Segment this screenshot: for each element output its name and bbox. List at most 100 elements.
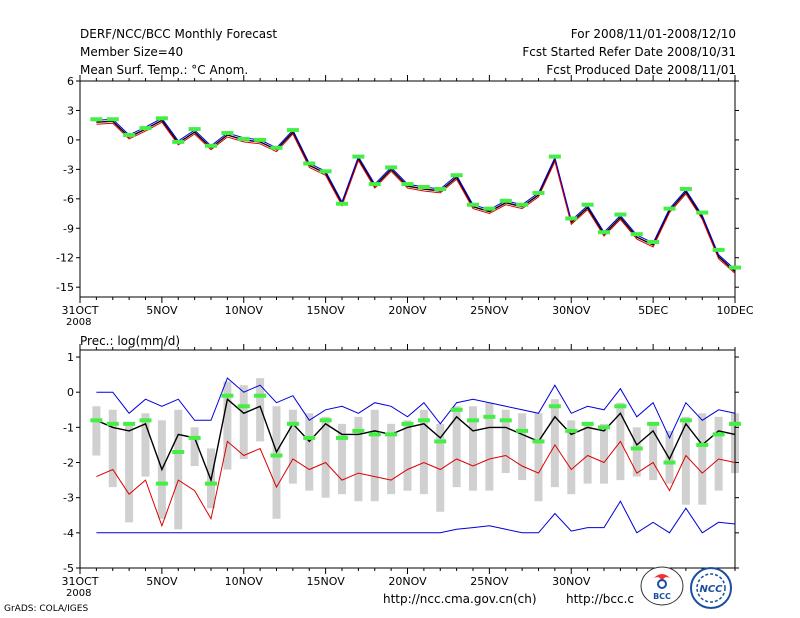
y-tick-label: 0 [67, 134, 74, 147]
x-tick-label: 31OCT [61, 304, 98, 317]
observed-marker [237, 404, 250, 409]
x-tick-label: 30NOV [552, 575, 591, 588]
observed-marker [417, 418, 430, 423]
observed-marker [270, 145, 283, 150]
observed-marker [139, 418, 152, 423]
observed-marker [352, 428, 365, 433]
observed-marker [532, 439, 545, 444]
observed-marker [516, 428, 529, 433]
observed-marker [614, 212, 627, 217]
spread-box [354, 416, 363, 502]
observed-marker [729, 421, 741, 426]
observed-marker [254, 393, 267, 398]
spread-box [338, 423, 346, 495]
y-tick-label: -2 [63, 457, 74, 470]
observed-marker [155, 116, 168, 121]
spread-box [567, 420, 576, 495]
observed-marker [286, 421, 299, 426]
observed-marker [172, 139, 185, 144]
observed-marker [368, 182, 381, 187]
bcc-url-link[interactable]: http://bcc.c [566, 592, 634, 606]
spread-box [108, 409, 117, 488]
observed-marker [532, 190, 545, 195]
observed-marker [286, 128, 299, 133]
observed-marker [123, 421, 136, 426]
observed-marker [434, 187, 447, 191]
spread-box [272, 406, 281, 519]
observed-marker [303, 435, 316, 440]
observed-marker [467, 202, 479, 207]
header-left: DERF/NCC/BCC Monthly Forecast Member Siz… [80, 25, 277, 79]
observed-marker [483, 414, 496, 419]
observed-marker [401, 182, 414, 187]
series-line-min [96, 500, 736, 534]
series-line-ensemble-mean [96, 397, 736, 483]
variable-label: Mean Surf. Temp.: °C Anom. [80, 63, 249, 77]
observed-marker [401, 421, 414, 426]
y-tick-label: -15 [56, 281, 74, 294]
ncc-logo-icon: NCC [690, 567, 732, 609]
observed-marker [598, 230, 610, 235]
observed-marker [663, 460, 676, 465]
observed-marker [712, 432, 725, 437]
x-tick-label: 5DEC [638, 304, 668, 317]
x-tick-label: 15NOV [307, 575, 346, 588]
observed-marker [712, 247, 725, 252]
observed-marker [385, 432, 398, 437]
observed-marker [450, 407, 463, 412]
spread-box [698, 413, 707, 505]
observed-marker [565, 216, 578, 221]
spread-box [550, 399, 559, 488]
spread-box [452, 406, 461, 488]
series-line-upper [96, 117, 736, 270]
spread-box [501, 409, 510, 474]
spread-box [518, 413, 527, 481]
series-line-ensemble-mean [96, 119, 736, 273]
observed-marker [483, 206, 496, 211]
spread-box [223, 381, 232, 470]
observed-marker [663, 206, 676, 211]
observed-marker [647, 240, 660, 245]
x-tick-label: 10DEC [716, 304, 753, 317]
series-line-lower [96, 121, 736, 274]
observed-marker [155, 481, 168, 486]
observed-marker [237, 136, 250, 141]
spread-box [321, 416, 330, 498]
series-line-lower [96, 440, 736, 528]
x-tick-label: 25NOV [470, 304, 509, 317]
observed-marker [630, 446, 643, 451]
observed-marker [188, 435, 201, 440]
observed-marker [729, 265, 741, 270]
spread-box [419, 409, 428, 495]
observed-marker [90, 117, 103, 122]
observed-marker [516, 202, 529, 207]
observed-marker [188, 127, 201, 132]
produced-date: Fcst Produced Date 2008/11/01 [546, 63, 736, 77]
observed-marker [106, 117, 119, 122]
spread-box [256, 378, 265, 442]
x-tick-year: 2008 [66, 317, 91, 328]
spread-box [469, 406, 477, 491]
observed-marker [696, 210, 709, 215]
ncc-url-link[interactable]: http://ncc.cma.gov.cn(ch) [383, 592, 537, 606]
observed-marker [336, 201, 348, 206]
observed-marker [221, 393, 234, 398]
x-tick-year: 2008 [66, 588, 91, 599]
y-tick-label: 1 [67, 351, 74, 364]
plot-frame [79, 80, 736, 298]
spread-box [288, 409, 297, 484]
observed-marker [368, 432, 381, 437]
forecast-period: For 2008/11/01-2008/12/10 [570, 27, 736, 41]
spread-box [681, 416, 690, 505]
observed-marker [139, 126, 152, 131]
x-tick-label: 5NOV [146, 304, 178, 317]
y-tick-label: -1 [63, 421, 74, 434]
observed-marker [598, 425, 610, 430]
observed-marker [172, 449, 185, 454]
spread-box [92, 406, 101, 456]
x-tick-label: 20NOV [388, 575, 427, 588]
x-tick-label: 10NOV [225, 304, 264, 317]
observed-marker [630, 232, 643, 237]
observed-marker [696, 442, 709, 447]
